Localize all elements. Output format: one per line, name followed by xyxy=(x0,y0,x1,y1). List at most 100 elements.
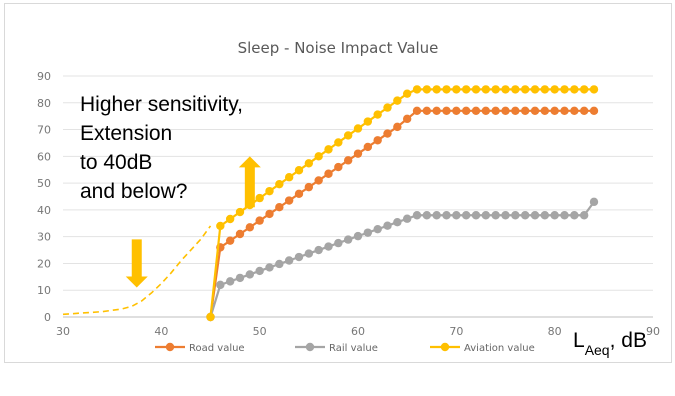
data-point xyxy=(216,280,225,290)
data-point xyxy=(343,131,353,140)
legend-label: Aviation value xyxy=(464,343,535,354)
data-point xyxy=(284,256,294,265)
annotation-line: Higher sensitivity, xyxy=(80,93,243,116)
data-point xyxy=(314,176,323,185)
data-point xyxy=(353,231,363,241)
arrow-up-icon xyxy=(238,156,261,208)
y-tick-label: 70 xyxy=(37,124,51,137)
data-point xyxy=(353,149,363,158)
y-tick-label: 80 xyxy=(37,97,51,110)
chart-title: Sleep - Noise Impact Value xyxy=(238,39,439,57)
data-point xyxy=(255,193,264,203)
annotation-text: Higher sensitivity, Extension to 40dB and b… xyxy=(80,93,243,203)
data-point xyxy=(540,211,550,220)
data-point xyxy=(412,106,422,116)
data-point xyxy=(530,106,540,116)
data-point xyxy=(491,106,500,116)
data-point xyxy=(363,228,373,237)
y-tick-label: 90 xyxy=(37,70,51,83)
data-point xyxy=(520,106,530,116)
data-point xyxy=(550,85,559,94)
data-point xyxy=(304,159,314,168)
x-axis-label-main: L xyxy=(573,329,585,352)
data-point xyxy=(275,179,284,189)
data-point xyxy=(235,273,245,283)
data-point xyxy=(304,249,314,258)
y-tick-label: 60 xyxy=(37,150,51,163)
data-point xyxy=(363,142,373,152)
data-point xyxy=(334,138,343,147)
data-point xyxy=(334,162,343,172)
data-point xyxy=(314,245,323,255)
data-point xyxy=(225,214,235,224)
data-point xyxy=(570,85,579,94)
data-point xyxy=(540,106,550,116)
series-line xyxy=(209,109,594,318)
data-point xyxy=(461,211,471,220)
data-point xyxy=(402,214,412,223)
x-axis-label: LAeq, dB xyxy=(573,329,647,358)
data-point xyxy=(294,189,304,199)
x-tick-label: 30 xyxy=(56,325,70,338)
legend-label: Road value xyxy=(189,343,245,354)
extension-curve xyxy=(62,225,212,316)
annotation-line: Extension xyxy=(80,122,172,145)
data-point xyxy=(422,85,432,94)
legend-swatch-marker xyxy=(440,342,450,352)
data-point xyxy=(560,85,569,94)
data-point xyxy=(245,223,255,232)
data-point xyxy=(530,211,540,220)
x-axis-label-sub: Aeq xyxy=(585,342,610,358)
data-point xyxy=(225,277,235,286)
data-point xyxy=(452,106,461,116)
data-point xyxy=(314,152,323,161)
data-point xyxy=(275,259,284,269)
data-point xyxy=(511,211,520,220)
data-point xyxy=(461,85,471,94)
data-point xyxy=(402,89,412,98)
y-tick-label: 40 xyxy=(37,204,51,217)
data-point xyxy=(491,211,500,220)
data-point xyxy=(511,85,520,94)
data-point xyxy=(343,235,353,244)
data-point xyxy=(422,106,432,116)
series-line xyxy=(209,88,594,318)
data-point xyxy=(452,85,461,94)
data-point xyxy=(589,106,599,116)
data-point xyxy=(579,106,589,116)
data-point xyxy=(481,85,491,94)
data-point xyxy=(471,211,481,220)
data-point xyxy=(471,85,481,94)
data-point xyxy=(579,211,589,220)
x-axis-label-unit: , dB xyxy=(610,329,647,352)
chart-svg: Sleep - Noise Impact Value 0 10 20 30 40 50 60… xyxy=(37,39,660,358)
data-point xyxy=(284,173,294,182)
data-point xyxy=(540,85,550,94)
data-point xyxy=(393,218,402,227)
data-point xyxy=(412,211,422,220)
data-point xyxy=(383,129,392,138)
data-point xyxy=(501,106,510,116)
data-point xyxy=(265,186,274,196)
data-point xyxy=(324,145,333,154)
data-point xyxy=(412,85,422,94)
x-tick-label: 40 xyxy=(154,325,168,338)
y-tick-label: 20 xyxy=(37,257,51,270)
data-point xyxy=(471,106,481,116)
data-point xyxy=(570,106,579,116)
data-point xyxy=(452,211,461,220)
series-aviation-value xyxy=(206,85,599,322)
data-point xyxy=(265,263,274,272)
data-point xyxy=(353,124,363,133)
data-point xyxy=(284,196,294,205)
data-point xyxy=(235,207,245,217)
data-point xyxy=(255,216,264,225)
y-tick-label: 10 xyxy=(37,284,51,297)
data-point xyxy=(520,211,530,220)
data-point xyxy=(343,156,353,165)
x-tick-label: 70 xyxy=(449,325,463,338)
data-point xyxy=(560,211,569,220)
data-point xyxy=(373,136,382,145)
data-point xyxy=(461,106,471,116)
data-point xyxy=(481,211,491,220)
